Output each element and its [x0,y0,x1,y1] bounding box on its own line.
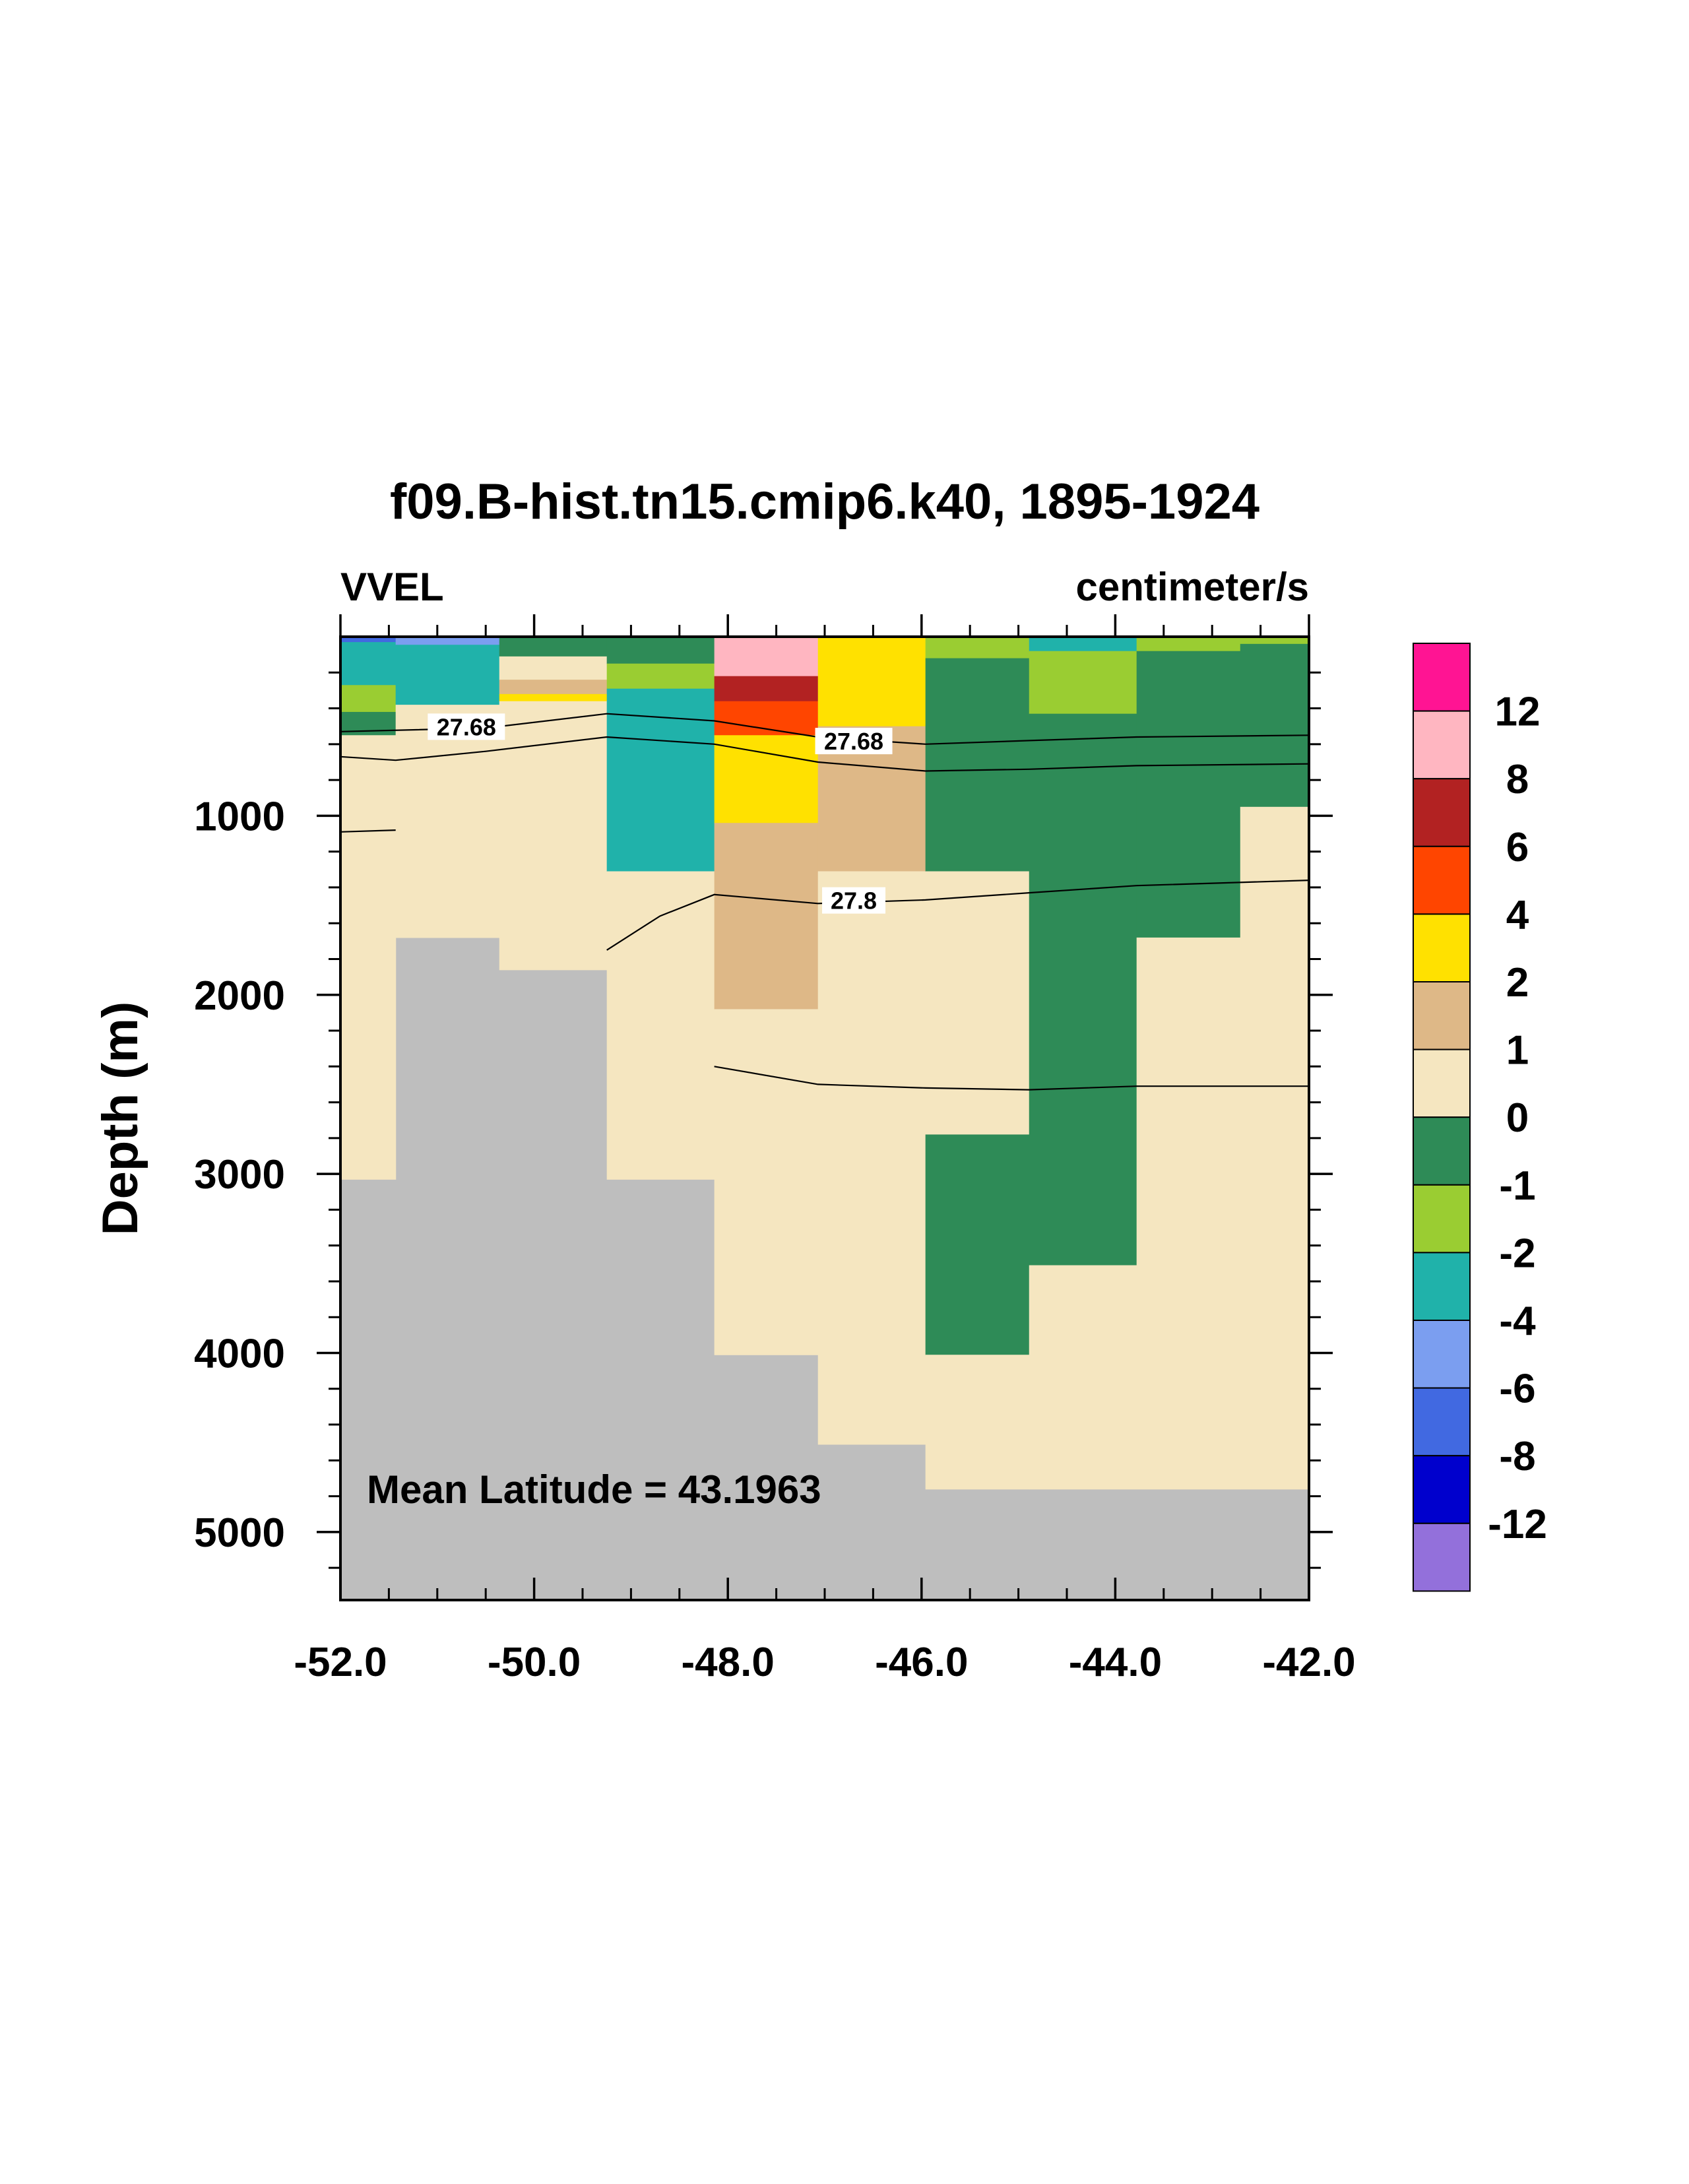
chart-title: f09.B-hist.tn15.cmip6.k40, 1895-1924 [390,474,1259,530]
data-cell [1029,713,1137,1266]
data-cell [714,1009,819,1355]
x-tick-label: -50.0 [488,1640,581,1685]
data-cell [925,1355,1030,1490]
mean-latitude-annotation: Mean Latitude = 43.1963 [367,1467,821,1512]
colorbar-swatch [1413,1184,1471,1254]
y-tick-label: 4000 [194,1332,285,1377]
data-cell [714,637,819,677]
colorbar-label: 8 [1506,757,1529,802]
colorbar-swatch [1413,1387,1471,1457]
colorbar-label: 0 [1506,1095,1529,1141]
colorbar-swatch [1413,778,1471,847]
data-cell [395,705,500,938]
data-cell [925,1134,1030,1355]
contour-line [340,736,1310,772]
colorbar-label: -4 [1499,1299,1536,1344]
x-tick-label: -44.0 [1069,1640,1162,1685]
data-cell [925,637,1030,659]
x-tick-label: -52.0 [294,1640,387,1685]
data-cell [499,701,608,971]
colorbar-label: 2 [1506,960,1529,1006]
x-tick-label: -48.0 [682,1640,775,1685]
colorbar-swatch [1413,913,1471,983]
data-cell [499,656,608,680]
colorbar: 12 8 6 4 2 1 0 -1 -2 -4 -6 -8 -12 [1413,643,1547,1592]
data-cell [395,645,500,705]
data-cell [714,735,819,823]
colorbar-swatch [1413,643,1471,712]
contour-label-box [822,887,886,914]
data-cell [340,735,397,1180]
data-cell [817,637,926,727]
data-cell [1136,637,1241,652]
data-cell [499,693,608,702]
colorbar-label: -12 [1488,1502,1547,1547]
data-cell [340,685,397,713]
data-cell [714,676,819,702]
colorbar-swatch [1413,1048,1471,1118]
contour-label: 27.68 [437,713,496,740]
y-axis-label: Depth (m) [92,1002,148,1236]
colorbar-label: 12 [1495,690,1541,735]
contour-labels: 27.68 27.68 27.8 [428,713,893,915]
data-cell [606,637,715,664]
contour-line [340,829,396,833]
data-cell [1136,937,1241,1490]
x-tick-label: -46.0 [875,1640,968,1685]
colorbar-label: -8 [1499,1434,1535,1479]
data-cell [714,701,819,736]
contour-label: 27.8 [831,887,877,915]
x-axis: -52.0 -50.0 -48.0 -46.0 -44.0 -42.0 [294,614,1356,1685]
data-cell [1029,1265,1137,1490]
data-cell [1240,806,1310,1490]
contour-label-box [428,713,505,740]
right-string: centimeter/s [1076,565,1310,609]
left-string: VVEL [340,565,444,609]
plot-cells [340,637,1310,1600]
colorbar-swatch [1413,710,1471,780]
y-tick-label: 5000 [194,1510,285,1556]
data-cell [606,871,715,1180]
data-cell [499,680,608,695]
y-axis: 1000 2000 3000 4000 5000 [194,671,1333,1569]
data-cell [817,871,926,1445]
colorbar-label: -6 [1499,1366,1535,1412]
colorbar-label: -2 [1499,1231,1535,1276]
data-cell [340,642,397,686]
contour-label-box [815,728,893,755]
data-cell [1029,651,1137,715]
data-cell [499,637,608,657]
colorbar-swatch [1413,1522,1471,1592]
data-cell [925,658,1030,872]
data-cell [340,637,397,643]
data-cell [1240,637,1310,645]
data-cell [714,823,819,1010]
x-tick-label: -42.0 [1262,1640,1355,1685]
data-cell [1029,637,1137,652]
y-tick-label: 3000 [194,1152,285,1198]
colorbar-label: 1 [1506,1028,1529,1074]
data-cell [925,871,1030,1136]
colorbar-label: -1 [1499,1163,1535,1209]
colorbar-label: 6 [1506,825,1529,870]
colorbar-swatch [1413,1455,1471,1524]
data-cell [395,637,500,645]
y-tick-label: 2000 [194,973,285,1019]
data-cell [606,663,715,690]
colorbar-swatch [1413,845,1471,915]
colorbar-swatch [1413,1116,1471,1186]
data-cell [1240,643,1310,808]
colorbar-swatch [1413,981,1471,1050]
contour-line [714,1066,1309,1091]
y-tick-label: 1000 [194,794,285,839]
data-cell [606,688,715,872]
contour-label: 27.68 [824,728,883,755]
colorbar-label: 4 [1506,892,1529,938]
colorbar-swatch [1413,1252,1471,1322]
data-cell [1136,651,1241,938]
colorbar-swatch [1413,1320,1471,1389]
